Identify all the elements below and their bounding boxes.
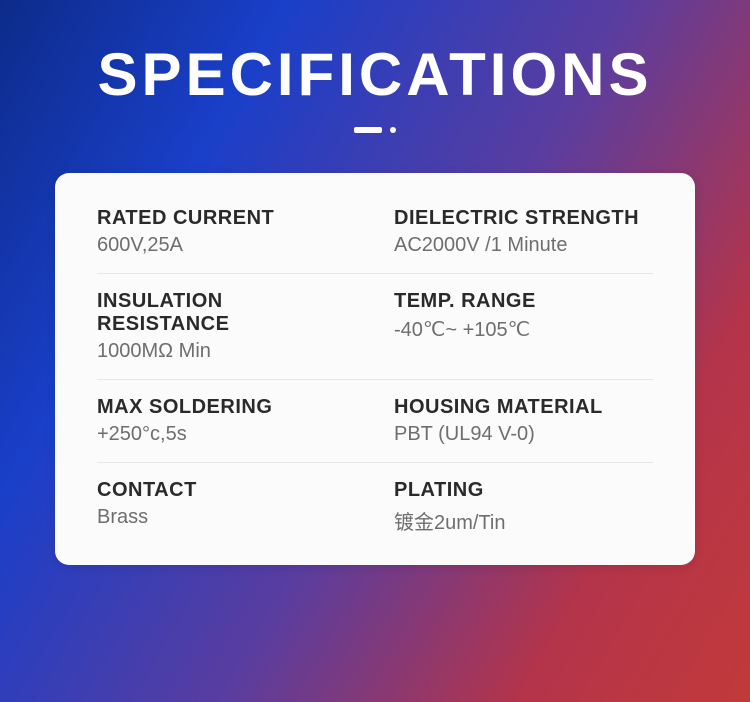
spec-cell-left: MAX SOLDERING +250°c,5s [97,396,356,446]
spec-card: RATED CURRENT 600V,25A DIELECTRIC STRENG… [55,173,695,565]
spec-label: PLATING [394,479,653,502]
spec-cell-left: INSULATION RESISTANCE 1000MΩ Min [97,290,356,363]
spec-label: MAX SOLDERING [97,396,356,419]
spec-cell-left: CONTACT Brass [97,479,356,535]
page-container: SPECIFICATIONS RATED CURRENT 600V,25A DI… [0,0,750,702]
spec-label: RATED CURRENT [97,207,356,230]
divider-line-icon [354,127,382,133]
spec-value: AC2000V /1 Minute [394,234,653,257]
title-divider [354,127,396,133]
spec-value: +250°c,5s [97,423,356,446]
spec-value: PBT (UL94 V-0) [394,423,653,446]
spec-label: TEMP. RANGE [394,290,653,313]
spec-value: Brass [97,506,356,529]
divider-dot-icon [390,127,396,133]
spec-value: 600V,25A [97,234,356,257]
page-title: SPECIFICATIONS [98,40,653,109]
spec-label: HOUSING MATERIAL [394,396,653,419]
spec-cell-right: PLATING 镀金2um/Tin [356,479,653,535]
spec-row: MAX SOLDERING +250°c,5s HOUSING MATERIAL… [97,380,653,463]
spec-value: 1000MΩ Min [97,340,356,363]
spec-row: RATED CURRENT 600V,25A DIELECTRIC STRENG… [97,207,653,274]
spec-label: INSULATION RESISTANCE [97,290,356,336]
spec-label: DIELECTRIC STRENGTH [394,207,653,230]
spec-cell-right: TEMP. RANGE -40℃~ +105℃ [356,290,653,363]
spec-cell-right: HOUSING MATERIAL PBT (UL94 V-0) [356,396,653,446]
spec-label: CONTACT [97,479,356,502]
spec-row: INSULATION RESISTANCE 1000MΩ Min TEMP. R… [97,274,653,380]
spec-value: -40℃~ +105℃ [394,317,653,342]
spec-row: CONTACT Brass PLATING 镀金2um/Tin [97,463,653,551]
spec-value: 镀金2um/Tin [394,506,653,535]
spec-cell-left: RATED CURRENT 600V,25A [97,207,356,257]
spec-cell-right: DIELECTRIC STRENGTH AC2000V /1 Minute [356,207,653,257]
